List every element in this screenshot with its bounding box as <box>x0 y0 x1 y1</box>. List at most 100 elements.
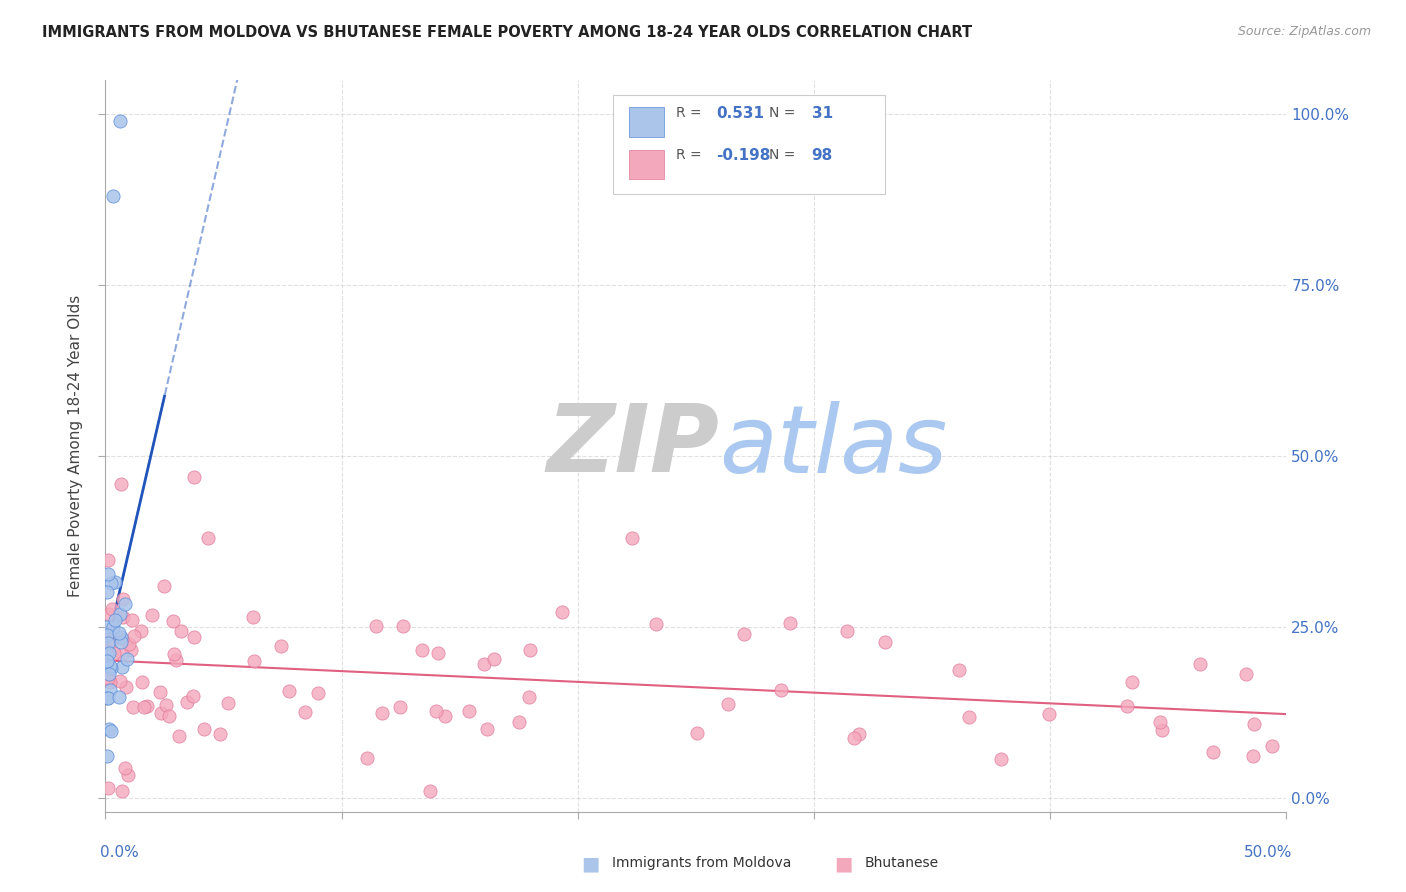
Point <box>389 700 412 714</box>
Point <box>419 784 441 798</box>
Point <box>733 627 755 641</box>
Point <box>1234 667 1257 681</box>
Text: N =: N = <box>769 106 800 120</box>
Point <box>157 709 180 723</box>
Point <box>96 620 118 634</box>
Point <box>519 643 541 657</box>
Point <box>990 752 1012 766</box>
Point <box>108 625 131 640</box>
Point <box>117 636 139 650</box>
Point <box>111 660 134 674</box>
Point <box>141 608 163 623</box>
Point <box>98 723 121 737</box>
Point <box>97 690 120 705</box>
Point <box>104 574 127 589</box>
Text: ■: ■ <box>834 854 853 873</box>
Point <box>115 680 138 694</box>
Point <box>948 663 970 677</box>
Point <box>117 768 139 782</box>
Point <box>108 690 131 705</box>
Point <box>717 697 740 711</box>
Point <box>1152 723 1174 738</box>
Point <box>1121 675 1143 690</box>
Point <box>508 715 530 730</box>
Point <box>475 722 498 736</box>
Text: 50.0%: 50.0% <box>1244 845 1292 860</box>
Text: ZIP: ZIP <box>547 400 720 492</box>
Point <box>517 690 540 704</box>
Point <box>98 667 121 681</box>
Point <box>96 748 118 763</box>
Point <box>1260 739 1282 754</box>
Point <box>167 729 190 743</box>
Point <box>120 643 142 657</box>
Point <box>472 657 495 672</box>
Point <box>129 624 152 638</box>
Point <box>153 579 176 593</box>
Point <box>270 639 292 653</box>
Point <box>132 700 155 714</box>
Point <box>114 760 136 774</box>
Text: 0.531: 0.531 <box>716 106 763 121</box>
Text: 0.0%: 0.0% <box>100 845 138 860</box>
Point <box>645 616 668 631</box>
Point <box>550 605 572 619</box>
Point <box>111 648 134 662</box>
Point <box>111 784 134 798</box>
Point <box>101 189 124 203</box>
Point <box>779 616 801 631</box>
Point <box>110 630 132 644</box>
Point <box>685 725 707 739</box>
Text: Immigrants from Moldova: Immigrants from Moldova <box>612 856 792 871</box>
Point <box>163 648 186 662</box>
Point <box>96 648 118 663</box>
Point <box>110 635 132 649</box>
Point <box>392 619 415 633</box>
Point <box>149 684 172 698</box>
Point <box>1202 746 1225 760</box>
Point <box>371 706 394 721</box>
Text: -0.198: -0.198 <box>716 148 770 163</box>
Point <box>101 620 124 634</box>
Point <box>835 624 858 638</box>
Point <box>98 646 121 660</box>
Point <box>96 654 118 668</box>
Point <box>97 553 120 567</box>
Point <box>181 689 204 703</box>
Point <box>104 613 127 627</box>
Point <box>122 629 145 643</box>
Text: Source: ZipAtlas.com: Source: ZipAtlas.com <box>1237 25 1371 38</box>
Point <box>457 704 479 718</box>
Point <box>108 114 131 128</box>
Point <box>183 630 205 644</box>
Point <box>427 646 450 660</box>
Point <box>242 654 264 668</box>
Text: 31: 31 <box>811 106 832 121</box>
Point <box>957 710 980 724</box>
Point <box>97 781 120 796</box>
Point <box>434 708 457 723</box>
Point <box>114 597 136 611</box>
Point <box>155 698 177 712</box>
Bar <box>628 107 664 136</box>
Point <box>356 751 378 765</box>
Point <box>100 661 122 675</box>
Point <box>108 607 131 621</box>
Point <box>98 638 121 652</box>
Point <box>278 683 301 698</box>
Point <box>96 628 118 642</box>
Point <box>1243 717 1265 731</box>
Text: N =: N = <box>769 148 800 162</box>
Point <box>97 643 120 657</box>
Point <box>100 575 122 590</box>
Point <box>122 699 145 714</box>
Point <box>411 642 433 657</box>
Text: 98: 98 <box>811 148 832 163</box>
Text: R =: R = <box>676 148 706 162</box>
Point <box>183 469 205 483</box>
Text: ■: ■ <box>581 854 600 873</box>
Point <box>484 652 506 666</box>
Point <box>98 607 121 621</box>
Point <box>425 704 447 718</box>
Point <box>770 682 793 697</box>
